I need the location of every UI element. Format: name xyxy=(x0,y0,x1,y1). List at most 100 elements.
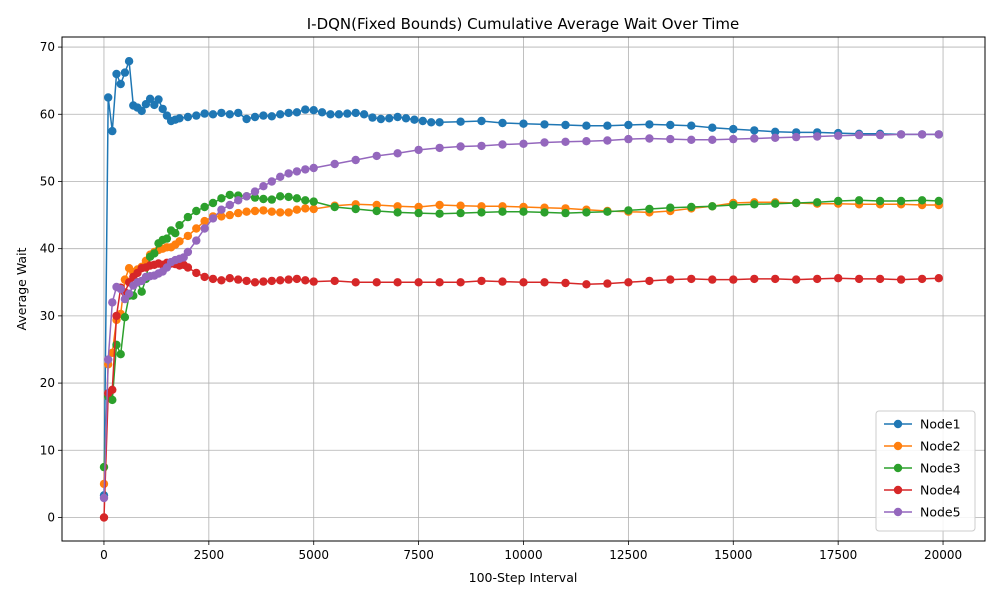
data-point xyxy=(372,200,381,210)
data-point xyxy=(234,108,243,118)
legend-label: Node3 xyxy=(920,461,961,476)
series-node5 xyxy=(99,130,943,503)
data-point xyxy=(582,137,591,146)
data-point xyxy=(284,108,293,118)
data-point xyxy=(708,202,717,211)
data-point xyxy=(435,209,444,218)
data-point xyxy=(284,208,293,217)
data-point xyxy=(813,132,822,141)
legend-marker xyxy=(893,441,903,451)
data-point xyxy=(771,199,780,208)
data-point xyxy=(292,274,302,284)
data-point xyxy=(750,200,759,209)
legend-item-node3: Node3 xyxy=(884,461,961,476)
data-point xyxy=(372,151,381,161)
data-point xyxy=(792,275,801,284)
data-point xyxy=(225,274,234,283)
data-point xyxy=(687,121,696,130)
data-point xyxy=(234,196,243,205)
data-point xyxy=(792,132,801,142)
data-point xyxy=(729,134,738,144)
legend-label: Node4 xyxy=(920,483,961,498)
y-tick-label: 70 xyxy=(40,40,55,54)
data-point xyxy=(309,277,318,286)
data-point xyxy=(284,169,293,178)
legend-label: Node1 xyxy=(920,417,961,432)
data-point xyxy=(477,116,486,126)
data-point xyxy=(292,205,302,214)
data-point xyxy=(917,274,927,284)
y-tick-label: 0 xyxy=(47,510,55,524)
data-point xyxy=(158,104,167,114)
legend-item-node1: Node1 xyxy=(884,417,961,432)
data-point xyxy=(250,112,260,122)
data-point xyxy=(372,278,381,287)
data-point xyxy=(393,278,402,287)
data-point xyxy=(561,137,570,146)
data-point xyxy=(301,276,310,285)
data-point xyxy=(645,120,654,129)
data-point xyxy=(124,57,134,66)
x-tick-label: 0 xyxy=(100,548,108,562)
data-point xyxy=(477,202,486,211)
data-point xyxy=(351,108,360,118)
data-point xyxy=(750,134,759,143)
data-point xyxy=(175,237,184,246)
data-point xyxy=(376,114,386,124)
data-point xyxy=(435,143,444,153)
data-point xyxy=(175,114,184,123)
data-point xyxy=(934,274,943,283)
data-point xyxy=(259,206,268,215)
data-point xyxy=(267,207,276,216)
data-point xyxy=(192,268,201,278)
data-point xyxy=(292,108,302,117)
data-point xyxy=(393,149,402,158)
chart-title: I-DQN(Fixed Bounds) Cumulative Average W… xyxy=(307,15,740,33)
data-point xyxy=(183,212,193,222)
data-point xyxy=(108,126,117,136)
data-point xyxy=(410,115,419,124)
data-point xyxy=(456,201,465,210)
data-point xyxy=(242,207,251,216)
data-point xyxy=(854,130,864,140)
data-point xyxy=(540,138,549,147)
data-point xyxy=(200,216,209,226)
data-point xyxy=(368,113,377,122)
data-point xyxy=(250,278,260,287)
data-point xyxy=(854,274,864,284)
data-point xyxy=(519,278,528,287)
data-point xyxy=(309,106,318,115)
data-point xyxy=(183,263,193,272)
data-point xyxy=(645,276,654,286)
data-point xyxy=(645,204,654,214)
data-point xyxy=(708,275,717,284)
data-point xyxy=(99,513,109,522)
data-point xyxy=(750,126,759,135)
data-point xyxy=(917,130,927,139)
data-point xyxy=(834,131,843,140)
legend-label: Node2 xyxy=(920,439,961,454)
data-point xyxy=(582,121,591,130)
data-point xyxy=(309,163,318,173)
data-point xyxy=(276,172,285,181)
data-point xyxy=(242,276,251,286)
data-point xyxy=(250,187,260,196)
data-point xyxy=(540,120,549,129)
data-point xyxy=(603,136,612,145)
data-point xyxy=(934,196,943,206)
data-point xyxy=(116,79,125,89)
data-point xyxy=(259,111,268,120)
data-point xyxy=(120,68,130,77)
data-point xyxy=(217,205,226,214)
data-point xyxy=(259,194,268,204)
data-point xyxy=(519,207,528,216)
data-point xyxy=(217,194,226,203)
data-point xyxy=(414,202,423,212)
data-point xyxy=(326,110,335,119)
data-point xyxy=(456,117,465,126)
data-point xyxy=(183,231,193,241)
data-point xyxy=(393,112,402,122)
data-point xyxy=(200,224,209,233)
data-point xyxy=(250,206,260,216)
